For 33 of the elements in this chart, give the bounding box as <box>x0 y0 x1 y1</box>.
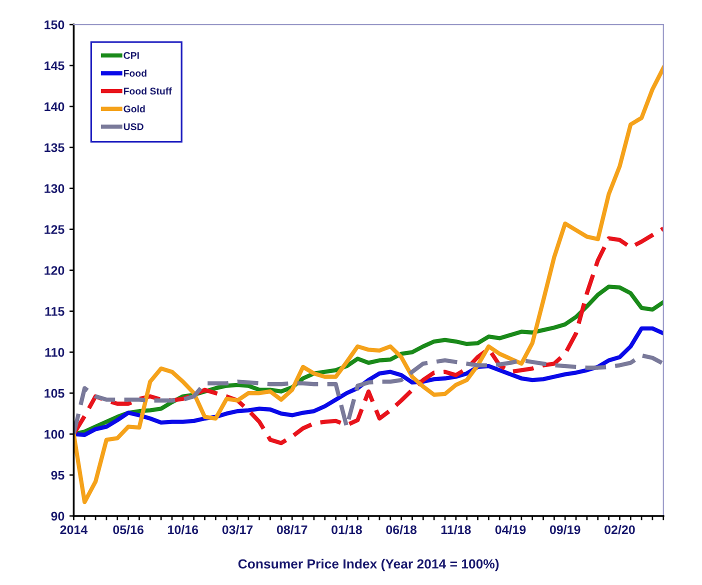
y-tick-label: 135 <box>44 143 64 152</box>
y-tick-label: 145 <box>44 61 64 70</box>
x-tick-label: 01/18 <box>332 525 362 534</box>
x-tick-label: 03/17 <box>222 525 253 534</box>
x-tick-label: 08/17 <box>276 525 308 534</box>
x-axis-title: Consumer Price Index (Year 2014 = 100%) <box>238 558 499 572</box>
legend-label: Food <box>124 70 146 77</box>
legend-label: CPI <box>124 52 139 59</box>
x-tick-label: 11/18 <box>441 525 471 534</box>
y-tick-label: 115 <box>45 307 64 316</box>
y-tick-label: 100 <box>44 430 64 439</box>
x-tick-label: 04/19 <box>495 525 526 534</box>
x-tick-label: 05/16 <box>113 525 144 534</box>
y-tick-label: 105 <box>44 388 64 398</box>
y-tick-label: 120 <box>44 266 64 275</box>
legend-label: Food Stuff <box>124 87 172 95</box>
y-tick-label: 150 <box>44 20 64 30</box>
line-series <box>74 66 664 504</box>
x-tick-label: 02/20 <box>604 525 635 534</box>
legend-label: Gold <box>124 105 145 112</box>
x-tick-label: 10/16 <box>168 525 198 534</box>
y-tick-label: 140 <box>44 102 64 112</box>
y-tick-label: 110 <box>45 348 64 357</box>
y-tick-label: 90 <box>51 512 64 521</box>
x-tick-label: 2014 <box>60 525 88 534</box>
x-tick-label: 06/18 <box>386 525 417 534</box>
line-series <box>74 353 664 436</box>
legend-label: USD <box>124 123 144 130</box>
y-tick-label: 95 <box>51 470 64 480</box>
x-tick-label: 09/19 <box>550 525 580 534</box>
line-series <box>74 226 664 446</box>
y-tick-label: 125 <box>44 225 64 234</box>
y-tick-label: 130 <box>44 184 64 194</box>
